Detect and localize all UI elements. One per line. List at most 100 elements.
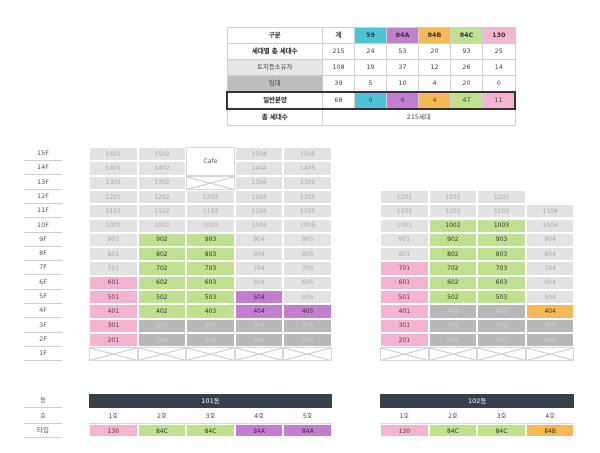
unit-cell[interactable]: 1301 (89, 175, 138, 190)
cafe-unit[interactable]: Cafe (186, 147, 235, 176)
unit-cell[interactable]: 802 (137, 247, 187, 262)
unit-cell[interactable]: 303 (477, 318, 526, 333)
unit-cell[interactable]: 1105 (283, 204, 332, 219)
unit-cell[interactable]: 503 (477, 290, 526, 305)
unit-cell[interactable]: 1004 (234, 218, 284, 233)
unit-cell[interactable]: 1502 (137, 147, 187, 162)
unit-cell[interactable]: 302 (137, 318, 187, 333)
unit-cell[interactable]: 902 (137, 232, 187, 248)
unit-cell[interactable]: 805 (283, 247, 332, 262)
unit-cell[interactable]: 803 (477, 247, 526, 262)
unit-cell[interactable]: 201 (380, 332, 429, 348)
unit-cell[interactable]: 602 (428, 275, 478, 290)
unit-cell[interactable]: 703 (477, 261, 526, 276)
unit-cell[interactable]: 201 (89, 332, 138, 348)
unit-cell[interactable]: 904 (525, 232, 575, 248)
unit-cell[interactable]: 405 (283, 304, 332, 319)
unit-cell[interactable]: 504 (525, 290, 575, 305)
unit-cell[interactable]: 701 (380, 261, 429, 276)
unit-cell[interactable]: 1002 (137, 218, 187, 233)
unit-cell[interactable]: 403 (186, 304, 235, 319)
unit-cell[interactable]: 903 (186, 232, 235, 248)
unit-cell[interactable]: 1505 (283, 147, 332, 162)
unit-cell[interactable]: 801 (89, 247, 138, 262)
unit-cell[interactable]: 1102 (137, 204, 187, 219)
unit-cell[interactable]: 801 (380, 247, 429, 262)
unit-cell[interactable]: 304 (234, 318, 284, 333)
unit-cell[interactable]: 1504 (234, 147, 284, 162)
unit-cell[interactable]: 1204 (234, 189, 284, 205)
unit-cell[interactable]: 901 (89, 232, 138, 248)
unit-cell[interactable]: 1001 (89, 218, 138, 233)
unit-cell[interactable]: 303 (186, 318, 235, 333)
unit-cell[interactable]: 204 (525, 332, 575, 348)
unit-cell[interactable]: 505 (283, 290, 332, 305)
unit-cell[interactable]: 202 (428, 332, 478, 348)
unit-cell[interactable]: 1402 (137, 161, 187, 176)
unit-cell[interactable]: 905 (283, 232, 332, 248)
unit-cell[interactable]: 1005 (283, 218, 332, 233)
unit-cell[interactable]: 401 (89, 304, 138, 319)
unit-cell[interactable]: 1001 (380, 218, 429, 233)
unit-cell[interactable]: 1201 (380, 189, 429, 205)
unit-cell[interactable]: 704 (525, 261, 575, 276)
unit-cell[interactable]: 1501 (89, 147, 138, 162)
unit-cell[interactable]: 202 (137, 332, 187, 348)
unit-cell[interactable]: 1202 (137, 189, 187, 205)
unit-cell[interactable]: 702 (428, 261, 478, 276)
unit-cell[interactable]: 1202 (428, 189, 478, 205)
unit-cell[interactable]: 1102 (428, 204, 478, 219)
unit-cell[interactable]: 604 (234, 275, 284, 290)
unit-cell[interactable]: 1103 (477, 204, 526, 219)
unit-cell[interactable]: 901 (380, 232, 429, 248)
unit-cell[interactable]: 802 (428, 247, 478, 262)
unit-cell[interactable]: 704 (234, 261, 284, 276)
unit-cell[interactable]: 301 (89, 318, 138, 333)
unit-cell[interactable]: 804 (525, 247, 575, 262)
unit-cell[interactable]: 402 (137, 304, 187, 319)
unit-cell[interactable]: 603 (477, 275, 526, 290)
unit-cell[interactable]: 404 (234, 304, 284, 319)
unit-cell[interactable]: 701 (89, 261, 138, 276)
unit-cell[interactable]: 501 (380, 290, 429, 305)
unit-cell[interactable]: 1002 (428, 218, 478, 233)
unit-cell[interactable]: 504 (234, 290, 284, 305)
unit-cell[interactable]: 1003 (477, 218, 526, 233)
unit-cell[interactable]: 1101 (380, 204, 429, 219)
unit-cell[interactable]: 205 (283, 332, 332, 348)
unit-cell[interactable]: 603 (186, 275, 235, 290)
unit-cell[interactable]: 903 (477, 232, 526, 248)
unit-cell[interactable]: 1003 (186, 218, 235, 233)
unit-cell[interactable]: 401 (380, 304, 429, 319)
unit-cell[interactable]: 703 (186, 261, 235, 276)
unit-cell[interactable]: 604 (525, 275, 575, 290)
unit-cell[interactable]: 804 (234, 247, 284, 262)
unit-cell[interactable]: 601 (89, 275, 138, 290)
unit-cell[interactable]: 1205 (283, 189, 332, 205)
unit-cell[interactable]: 1104 (525, 204, 575, 219)
unit-cell[interactable]: 501 (89, 290, 138, 305)
unit-cell[interactable]: 1104 (234, 204, 284, 219)
unit-cell[interactable]: 902 (428, 232, 478, 248)
unit-cell[interactable]: 1004 (525, 218, 575, 233)
unit-cell[interactable]: 1103 (186, 204, 235, 219)
unit-cell[interactable]: 601 (380, 275, 429, 290)
unit-cell[interactable]: 705 (283, 261, 332, 276)
unit-cell[interactable]: 302 (428, 318, 478, 333)
unit-cell[interactable]: 503 (186, 290, 235, 305)
unit-cell[interactable]: 402 (428, 304, 478, 319)
unit-cell[interactable]: 1405 (283, 161, 332, 176)
unit-cell[interactable]: 1101 (89, 204, 138, 219)
unit-cell[interactable]: 203 (477, 332, 526, 348)
unit-cell[interactable]: 602 (137, 275, 187, 290)
unit-cell[interactable]: 404 (525, 304, 575, 319)
unit-cell[interactable]: 1304 (234, 175, 284, 190)
unit-cell[interactable]: 803 (186, 247, 235, 262)
unit-cell[interactable]: 502 (428, 290, 478, 305)
unit-cell[interactable]: 1401 (89, 161, 138, 176)
unit-cell[interactable]: 203 (186, 332, 235, 348)
unit-cell[interactable]: 1305 (283, 175, 332, 190)
unit-cell[interactable]: 305 (283, 318, 332, 333)
unit-cell[interactable]: 1302 (137, 175, 187, 190)
unit-cell[interactable]: 1404 (234, 161, 284, 176)
